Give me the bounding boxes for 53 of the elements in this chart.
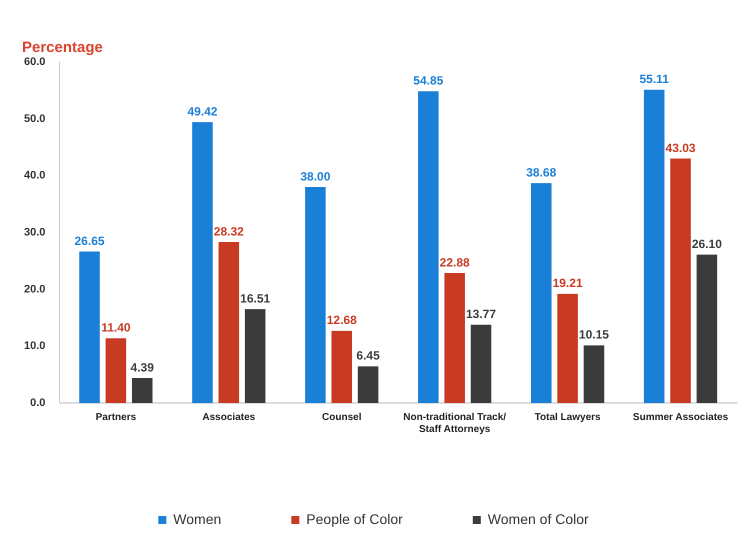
legend-label: Women xyxy=(173,510,222,527)
bar xyxy=(557,294,578,403)
y-axis-title: Percentage xyxy=(22,39,103,56)
y-tick-label: 10.0 xyxy=(24,340,46,352)
bar xyxy=(79,252,100,403)
y-tick-label: 30.0 xyxy=(24,226,46,239)
y-tick-label: 0.0 xyxy=(30,397,46,410)
data-label: 22.88 xyxy=(440,255,470,270)
bar xyxy=(584,345,604,403)
bar xyxy=(331,330,352,403)
x-tick-label: Partners xyxy=(96,412,137,423)
data-label: 11.40 xyxy=(101,320,131,335)
bar xyxy=(218,242,240,403)
data-label: 43.03 xyxy=(666,140,696,155)
y-tick-label: 40.0 xyxy=(24,170,46,182)
bar xyxy=(192,122,213,403)
data-label: 10.15 xyxy=(578,328,610,342)
data-label: 19.21 xyxy=(552,276,583,290)
bar xyxy=(470,324,492,403)
bar xyxy=(358,366,378,403)
data-label: 54.85 xyxy=(413,74,444,88)
data-label: 13.77 xyxy=(466,307,496,322)
bar xyxy=(670,158,691,403)
data-label: 38.00 xyxy=(300,169,331,184)
bar xyxy=(696,254,718,403)
bar xyxy=(132,378,153,403)
legend-label: Women of Color xyxy=(488,510,590,527)
y-tick-label: 50.0 xyxy=(24,112,46,125)
data-label: 16.51 xyxy=(240,291,270,306)
bar xyxy=(644,90,664,403)
data-label: 4.39 xyxy=(130,360,154,374)
data-label: 38.68 xyxy=(526,165,557,180)
data-label: 26.10 xyxy=(692,236,722,251)
legend-label: People of Color xyxy=(306,510,404,527)
bar xyxy=(418,91,439,403)
bar xyxy=(444,272,465,403)
data-label: 28.32 xyxy=(214,224,244,238)
x-tick-label: Summer Associates xyxy=(632,412,729,423)
x-tick-label: Counsel xyxy=(322,412,362,423)
data-label: 26.65 xyxy=(74,234,105,248)
x-tick-label: Associates xyxy=(202,412,256,423)
x-tick-label: Non-traditional Track/ Staff Attorneys xyxy=(403,412,506,435)
data-label: 55.11 xyxy=(639,72,670,86)
y-tick-label: 60.0 xyxy=(24,56,46,68)
bar xyxy=(530,183,552,403)
bar xyxy=(244,309,266,403)
data-label: 6.45 xyxy=(356,348,380,363)
y-tick-label: 20.0 xyxy=(24,283,46,296)
bar xyxy=(305,187,326,403)
bar xyxy=(106,338,126,403)
data-label: 49.42 xyxy=(187,104,218,118)
x-tick-label: Total Lawyers xyxy=(534,412,602,423)
data-label: 12.68 xyxy=(326,313,358,328)
